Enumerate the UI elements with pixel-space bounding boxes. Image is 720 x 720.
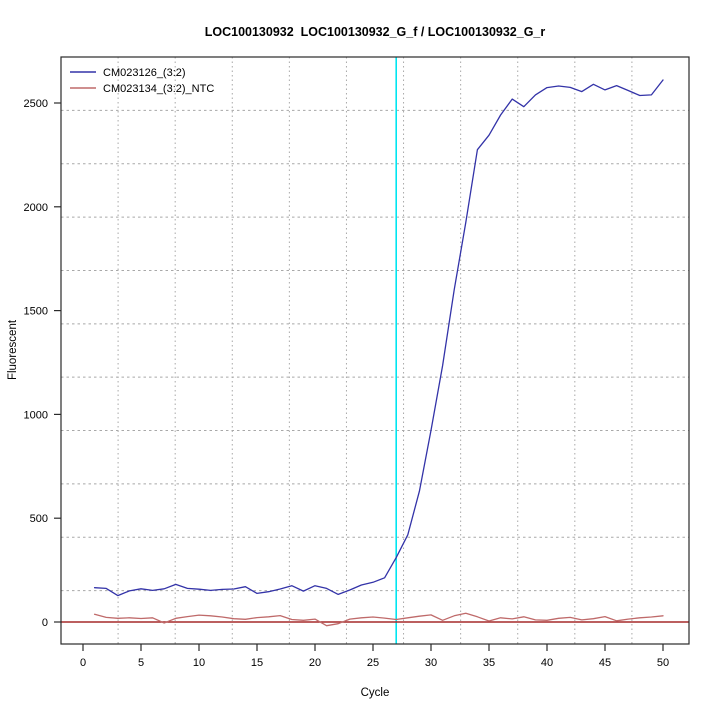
x-tick-label: 40	[541, 657, 553, 669]
x-tick-label: 25	[367, 657, 379, 669]
x-tick-label: 50	[657, 657, 669, 669]
y-tick-label: 2500	[24, 98, 48, 110]
y-tick-label: 1500	[24, 306, 48, 318]
x-tick-label: 5	[138, 657, 144, 669]
y-tick-label: 500	[30, 513, 48, 525]
x-tick-label: 20	[309, 657, 321, 669]
y-axis-label: Fluorescent	[7, 319, 19, 380]
y-tick-label: 2000	[24, 202, 48, 214]
series-layer	[93, 79, 664, 627]
x-tick-label: 45	[599, 657, 611, 669]
legend-label-ntc: CM023134_(3:2)_NTC	[103, 83, 214, 95]
chart-title: LOC100130932 LOC100130932_G_f / LOC10013…	[205, 25, 546, 39]
legend: CM023126_(3:2) CM023134_(3:2)_NTC	[70, 67, 214, 95]
series-line-0	[93, 79, 664, 597]
x-axis-ticks: 0 5 10 15 20 25 30 35 40 45 50	[80, 644, 669, 669]
x-tick-label: 0	[80, 657, 86, 669]
y-tick-label: 0	[42, 617, 48, 629]
x-tick-label: 10	[193, 657, 205, 669]
y-axis-ticks: 0 500 1000 1500 2000 2500	[24, 98, 61, 629]
legend-label-sample: CM023126_(3:2)	[103, 67, 186, 79]
x-tick-label: 30	[425, 657, 437, 669]
series-line-1	[93, 612, 664, 627]
plot-border	[60, 56, 690, 645]
x-tick-label: 35	[483, 657, 495, 669]
x-tick-label: 15	[251, 657, 263, 669]
grid-layer	[61, 57, 689, 644]
y-tick-label: 1000	[24, 409, 48, 421]
x-axis-label: Cycle	[361, 687, 390, 699]
